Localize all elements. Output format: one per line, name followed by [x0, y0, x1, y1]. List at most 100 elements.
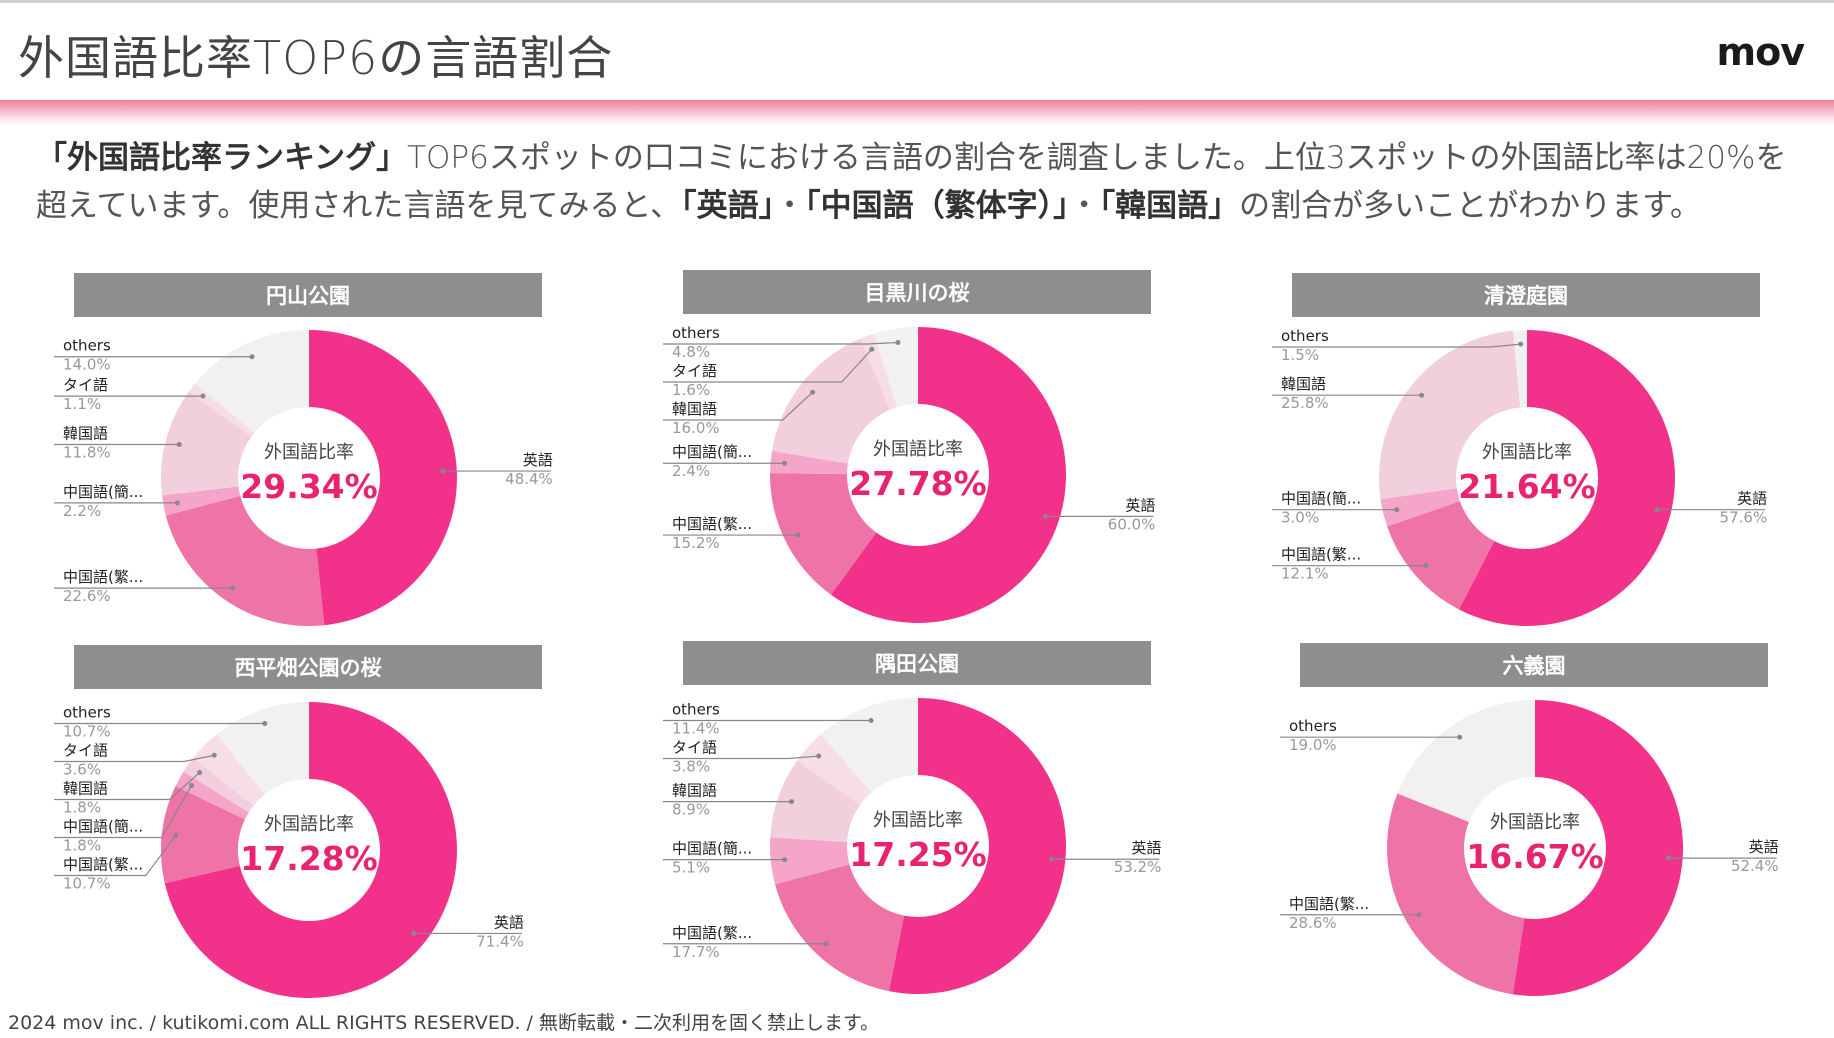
slice-label: 中国語(繁... [672, 515, 752, 533]
slice-value: 52.4% [1731, 857, 1779, 875]
leader-dot [868, 717, 874, 723]
top-rule [0, 0, 1834, 3]
leader-line [54, 834, 177, 877]
leader-dot [1518, 341, 1524, 347]
slice-value: 1.8% [63, 836, 101, 854]
leader-line [54, 785, 193, 839]
donut-chart: 英語71.4%others10.7%タイ語3.6%韓国語1.8%中国語(簡...… [54, 702, 524, 998]
slice-label: 中国語(繁... [63, 568, 143, 586]
leader-dot [176, 442, 182, 448]
leader-dot [782, 460, 788, 466]
intro-quote-ranking: 「外国語比率ランキング」 [36, 140, 408, 176]
slice-value: 71.4% [476, 932, 524, 950]
center-value: 27.78% [849, 464, 986, 503]
slice-label: 韓国語 [63, 425, 108, 443]
slice-value: 25.8% [1281, 394, 1329, 412]
donut-slice-zh_simp [1380, 488, 1460, 527]
slice-label: 英語 [523, 451, 553, 469]
slice-label: 中国語(簡... [672, 443, 752, 461]
slice-label: 中国語(簡... [63, 483, 143, 501]
slice-value: 10.7% [63, 874, 111, 892]
leader-dot [1423, 563, 1429, 569]
slice-value: 17.7% [672, 943, 720, 961]
chart-title: 清澄庭園 [1292, 273, 1760, 317]
slice-value: 19.0% [1289, 736, 1337, 754]
slice-label: others [63, 703, 111, 721]
intro-quote-korean: 「韓国語」 [1099, 188, 1240, 224]
slice-label: 中国語(簡... [1281, 490, 1361, 508]
donut-slice-korean [771, 338, 891, 464]
donut-slice-others [874, 327, 918, 408]
donut-slice-thai [797, 734, 872, 805]
donut-slice-english [888, 698, 1066, 994]
slice-value: 1.6% [672, 381, 710, 399]
slice-value: 4.8% [672, 343, 710, 361]
slice-label: 中国語(簡... [672, 840, 752, 858]
chart-panel-maruyama: 円山公園 英語 48.4% others 14.0% タイ語 1.1% 韓国語 11.8% 中国… [34, 273, 594, 653]
leader-dot [1457, 734, 1463, 740]
slice-label: 英語 [1749, 838, 1779, 856]
slice-value: 3.0% [1281, 509, 1319, 527]
donut-slice-others [1397, 700, 1535, 822]
donut-slice-english [164, 702, 458, 998]
center-label: 外国語比率 [264, 814, 354, 835]
chart-panel-rikugien: 六義園 英語 52.4% others 19.0% 中国語(繁... 28.6% 外国語比率… [1260, 643, 1820, 1023]
leader-dot [895, 340, 901, 346]
leader-dot [816, 753, 822, 759]
leader-dot [782, 857, 788, 863]
slice-label: タイ語 [63, 741, 108, 759]
center-value: 17.25% [849, 835, 986, 874]
chart-title: 六義園 [1300, 643, 1768, 687]
slice-label: 中国語(繁... [1281, 546, 1361, 564]
leader-dot [411, 930, 417, 936]
slice-value: 3.8% [672, 757, 710, 775]
slice-value: 15.2% [672, 534, 720, 552]
center-value: 29.34% [240, 467, 377, 506]
slice-value: 22.6% [63, 587, 111, 605]
slice-label: others [1281, 327, 1329, 345]
donut-slice-english [1512, 700, 1684, 996]
slice-value: 16.0% [672, 419, 720, 437]
donut-slice-zh_trad [775, 864, 905, 992]
leader-dot [1419, 392, 1425, 398]
slice-value: 2.2% [63, 502, 101, 520]
leader-dot [440, 468, 446, 474]
slice-value: 14.0% [63, 356, 111, 374]
mov-logo: mov [1716, 30, 1805, 74]
donut-slice-zh_trad [770, 473, 877, 595]
chart-title: 目黒川の桜 [683, 270, 1151, 314]
leader-line [663, 755, 819, 760]
slice-label: 韓国語 [63, 779, 108, 797]
leader-dot [810, 389, 816, 395]
header-accent-band [0, 100, 1834, 126]
chart-panel-meguro: 目黒川の桜 英語 60.0% others 4.8% タイ語 1.6% 韓国語 16.0% 中国… [643, 270, 1203, 650]
slice-value: 1.5% [1281, 346, 1319, 364]
slice-value: 2.4% [672, 462, 710, 480]
leader-dot [189, 782, 195, 788]
donut-slice-zh_trad [1387, 793, 1525, 995]
chart-title: 西平畑公園の桜 [74, 645, 542, 689]
donut-slice-zh_simp [770, 450, 848, 475]
slice-label: 英語 [1737, 490, 1767, 508]
intro-paragraph: 「外国語比率ランキング」TOP6スポットの口コミにおける言語の割合を調査しました… [36, 134, 1816, 230]
leader-line [54, 772, 201, 801]
slice-value: 1.8% [63, 798, 101, 816]
intro-separator: ・ [1068, 188, 1100, 224]
leader-dot [262, 720, 268, 726]
donut-slice-korean [161, 391, 252, 496]
leader-dot [823, 941, 829, 947]
chart-panel-kiyosumi: 清澄庭園 英語 57.6% others 1.5% 韓国語 25.8% 中国語(簡... 3.… [1252, 273, 1812, 653]
slice-label: 中国語(繁... [63, 855, 143, 873]
slice-label: 英語 [1125, 496, 1155, 514]
slice-label: 韓国語 [672, 782, 717, 800]
slice-label: 英語 [1131, 839, 1161, 857]
chart-panel-nishidaira: 西平畑公園の桜 英語 71.4% others 10.7% タイ語 3.6% 韓国語 1.8%… [34, 645, 594, 1025]
donut-slice-english [309, 330, 458, 626]
slice-value: 11.4% [672, 719, 720, 737]
slice-value: 8.9% [672, 801, 710, 819]
intro-quote-chinese-traditional: 「中国語（繁体字）」 [805, 188, 1069, 224]
slice-label: 中国語(繁... [1289, 895, 1369, 913]
